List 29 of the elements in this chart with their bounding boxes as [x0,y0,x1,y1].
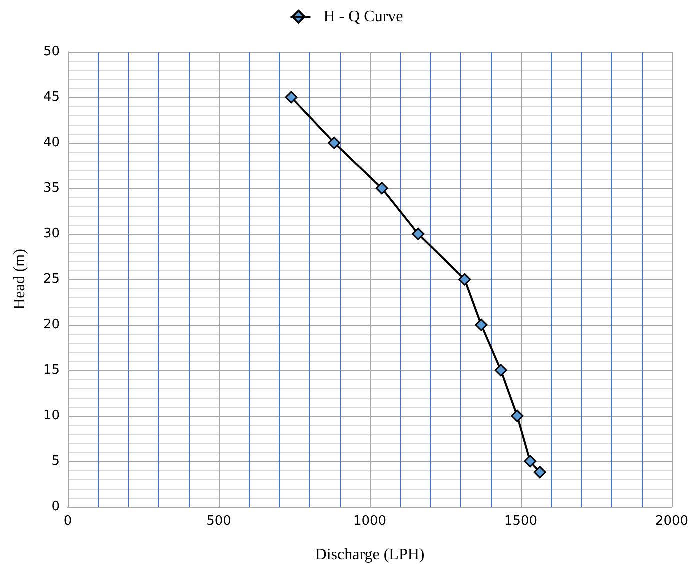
x-axis-title: Discharge (LPH) [315,546,425,564]
y-axis-title: Head (m) [12,249,28,310]
legend-label: H - Q Curve [324,8,404,26]
y-tick-label: 5 [52,454,60,469]
point [458,273,472,286]
point [412,228,425,240]
y-tick-label: 40 [43,136,60,150]
point [285,91,298,104]
point [376,182,388,195]
y-tick-label: 20 [43,318,60,332]
point [328,136,341,150]
point [475,318,488,332]
point [534,466,546,479]
x-tick-label: 2000 [655,514,689,529]
x-tick-label: 1000 [353,514,387,529]
y-tick-label: 10 [43,408,60,424]
y-tick-label: 15 [43,363,60,378]
point [524,455,537,468]
x-tick-label: 1500 [504,514,538,529]
y-tick-label: 50 [43,44,60,60]
y-tick-label: 0 [52,500,60,514]
point [494,364,508,377]
y-tick-label: 35 [43,181,60,196]
x-tick-label: 500 [206,514,232,529]
point [511,410,524,422]
y-tick-label: 45 [43,90,60,105]
y-tick-label: 25 [43,272,60,287]
y-tick-label: 30 [43,226,60,242]
x-tick-label: 0 [64,514,72,529]
